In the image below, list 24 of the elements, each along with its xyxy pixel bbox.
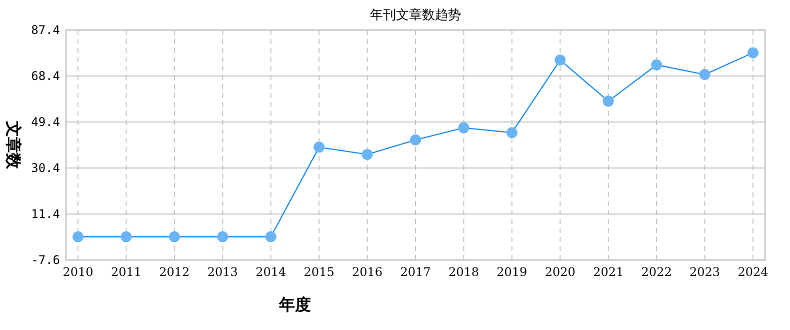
- x-tick-label: 2011: [110, 265, 142, 279]
- x-tick-label: 2020: [544, 265, 576, 279]
- y-tick-label: 30.4: [31, 161, 60, 175]
- x-tick-label: 2018: [448, 265, 479, 279]
- x-tick-label: 2023: [690, 265, 720, 279]
- x-tick-label: 2013: [207, 265, 238, 279]
- x-tick-label: 2010: [62, 265, 94, 279]
- x-axis-title: 年度: [278, 295, 311, 314]
- y-tick-label: 87.4: [31, 23, 60, 37]
- x-tick-label: 2021: [593, 265, 624, 279]
- y-tick-label: -7.6: [31, 253, 60, 267]
- y-tick-label: 68.4: [31, 69, 60, 83]
- x-tick-label: 2012: [159, 265, 190, 279]
- x-tick-label: 2017: [400, 265, 431, 279]
- x-tick-label: 2022: [641, 265, 672, 279]
- x-tick-label: 2015: [304, 265, 334, 279]
- x-tick-label: 2014: [256, 265, 286, 279]
- y-tick-label: 11.4: [31, 207, 60, 221]
- x-tick-label: 2016: [352, 265, 383, 279]
- y-axis-title: 文章数: [4, 120, 23, 170]
- y-tick-label: 49.4: [31, 115, 60, 129]
- x-tick-label: 2024: [738, 265, 769, 279]
- x-tick-label: 2019: [496, 265, 528, 279]
- chart-title: 年刊文章数趋势: [370, 8, 461, 23]
